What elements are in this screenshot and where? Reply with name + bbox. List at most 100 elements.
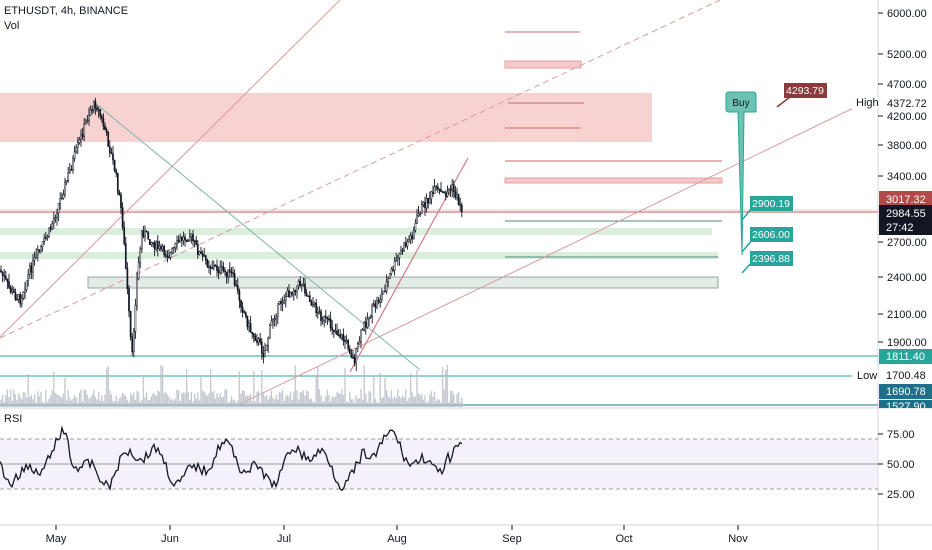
volume-bar — [70, 400, 73, 407]
volume-bar — [424, 395, 426, 407]
volume-bar — [310, 398, 313, 407]
channel-mid-dashed-line[interactable] — [0, 0, 721, 339]
volume-bar — [125, 396, 127, 407]
volume-bar — [344, 367, 346, 407]
volume-bar — [17, 393, 20, 407]
candle-body — [51, 223, 54, 230]
candle-body — [158, 245, 161, 249]
candle-body — [84, 120, 87, 124]
volume-bar — [413, 396, 415, 407]
volume-bar — [264, 396, 266, 407]
volume-bar — [441, 367, 444, 407]
price-badge-1690-text: 1690.78 — [886, 386, 926, 398]
volume-bar — [401, 395, 404, 407]
rsi-axis[interactable]: 75.00 50.00 25.00 — [878, 429, 915, 501]
support-zone-2[interactable] — [0, 252, 718, 259]
high-marker[interactable]: High 4372.72 — [852, 95, 927, 110]
volume-bar — [25, 397, 28, 407]
volume-bar — [293, 391, 295, 407]
volume-bar — [379, 372, 381, 407]
price-axis[interactable]: 6000.00 5200.00 4700.00 4200.00 3800.00 … — [878, 8, 927, 349]
volume-bar — [168, 396, 170, 407]
candle-body — [388, 273, 391, 279]
volume-bar — [315, 375, 317, 407]
candle-body — [254, 336, 257, 341]
candle-body — [262, 352, 265, 358]
candle-body — [257, 338, 260, 343]
candle-body — [460, 204, 463, 213]
candle-body — [312, 304, 314, 306]
support-zone-1[interactable] — [0, 228, 712, 235]
volume-bar — [105, 368, 108, 407]
price-badge-1527[interactable]: 1527.90 — [879, 400, 932, 413]
candle-body — [379, 299, 382, 303]
tp1-callout[interactable]: 2900.19 — [741, 196, 793, 221]
candle-body — [124, 243, 127, 269]
volume-bar — [445, 369, 447, 407]
candle-body — [22, 291, 25, 299]
zone-small-2[interactable] — [504, 177, 723, 184]
volume-bar — [232, 399, 234, 407]
candle-body — [148, 239, 151, 245]
support-zone-3[interactable] — [87, 276, 719, 289]
zone-small-1[interactable] — [504, 60, 582, 69]
candle-body — [363, 322, 366, 330]
volume-bar — [41, 401, 44, 407]
candle-body — [38, 249, 41, 252]
volume-bar — [14, 394, 17, 407]
price-tick-2400: 2400.00 — [887, 272, 927, 284]
candle-body — [300, 284, 303, 286]
volume-bar — [256, 391, 258, 407]
uptrend-line[interactable] — [349, 157, 469, 373]
volume-bar — [408, 397, 410, 407]
price-pane[interactable] — [0, 0, 878, 407]
volume-bar — [62, 393, 65, 407]
channel-upper-line[interactable] — [0, 0, 341, 338]
price-badge-1690[interactable]: 1690.78 — [879, 384, 932, 399]
candle-body — [297, 280, 300, 286]
volume-bar — [53, 371, 55, 407]
candle-body — [340, 334, 343, 339]
candle-body — [366, 318, 369, 328]
tp2-callout[interactable]: 2606.00 — [741, 227, 793, 253]
price-badge-current[interactable]: 2984.55 27:42 — [879, 205, 932, 235]
volume-bar — [429, 394, 431, 407]
volume-bar — [296, 390, 298, 407]
time-axis[interactable]: May Jun Jul Aug Sep Oct Nov — [46, 525, 749, 545]
price-badge-3017[interactable]: 3017.32 — [879, 191, 932, 207]
candle-body — [177, 240, 180, 243]
low-marker[interactable]: Low 1700.48 — [852, 368, 926, 383]
volume-bar — [21, 399, 23, 407]
volume-bar — [357, 398, 359, 407]
volume-bar — [216, 393, 218, 407]
target-high-callout[interactable]: 4293.79 — [776, 83, 827, 108]
tp3-callout[interactable]: 2396.88 — [741, 251, 793, 274]
candle-body — [400, 250, 402, 255]
volume-bar — [35, 402, 37, 407]
candle-body — [214, 265, 217, 267]
volume-bar — [456, 393, 458, 407]
volume-bar — [409, 373, 412, 407]
candle-body — [24, 289, 26, 293]
candle-body — [289, 292, 292, 298]
volume-bar — [69, 398, 71, 407]
candle-body — [219, 266, 222, 274]
resistance-zone[interactable] — [0, 93, 652, 142]
candle-body — [304, 283, 306, 294]
buy-callout[interactable]: Buy — [725, 91, 757, 256]
candle-body — [206, 259, 209, 267]
candle-body — [414, 222, 417, 231]
candle-body — [305, 292, 308, 296]
channel-lower-line[interactable] — [239, 99, 871, 405]
candle-body — [240, 300, 242, 308]
volume-bar — [230, 396, 233, 407]
candle-body — [342, 334, 345, 341]
candle-body — [57, 203, 60, 214]
volume-bar — [147, 400, 149, 407]
candle-body — [188, 236, 191, 241]
volume-bar — [208, 393, 210, 407]
price-badge-1811[interactable]: 1811.40 — [879, 349, 932, 364]
candle-body — [0, 269, 2, 273]
candle-body — [358, 341, 361, 345]
